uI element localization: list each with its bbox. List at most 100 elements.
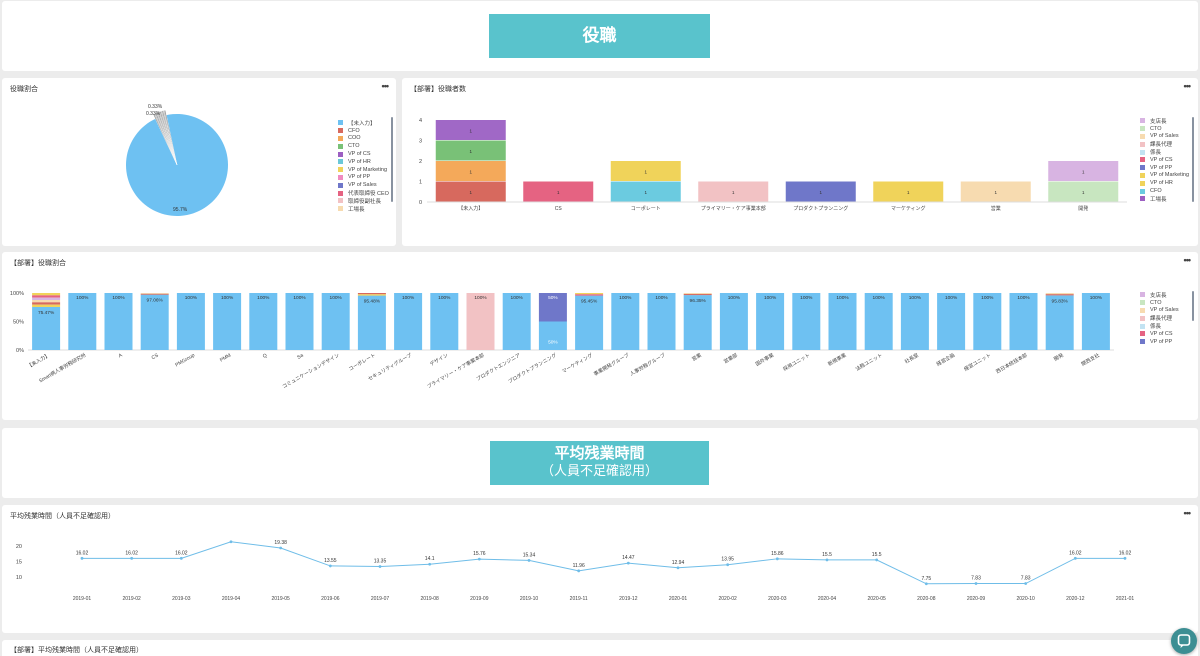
more-horizontal-icon[interactable]: ••• bbox=[381, 81, 390, 91]
x-tick-label: 営業部 bbox=[722, 352, 739, 366]
legend-item[interactable]: VP of Sales bbox=[1140, 133, 1189, 141]
legend-item[interactable]: CFO bbox=[338, 127, 389, 135]
bar-segment bbox=[683, 294, 712, 296]
legend-item[interactable]: 取締役副社長 bbox=[338, 197, 389, 205]
legend-item[interactable]: CTO bbox=[1140, 125, 1189, 133]
bar-value-label: 100% bbox=[185, 295, 198, 301]
legend-item[interactable]: VP of HR bbox=[338, 158, 389, 166]
legend-item[interactable]: 支店長 bbox=[1140, 291, 1179, 299]
more-horizontal-icon[interactable]: ••• bbox=[1183, 508, 1192, 518]
point-value-label: 14.1 bbox=[425, 556, 435, 562]
legend-item[interactable]: VP of PP bbox=[1140, 338, 1179, 346]
legend-item[interactable]: CTO bbox=[1140, 299, 1179, 307]
more-horizontal-icon[interactable]: ••• bbox=[1183, 81, 1192, 91]
legend-item[interactable]: 係長 bbox=[1140, 322, 1179, 330]
legend-label: 工場長 bbox=[1150, 196, 1167, 203]
bar-segment bbox=[435, 161, 506, 181]
legend-swatch bbox=[1140, 157, 1145, 163]
x-tick-label: 2019-10 bbox=[520, 596, 539, 602]
line-point bbox=[328, 564, 332, 568]
legend-item[interactable]: VP of PP bbox=[1140, 164, 1189, 172]
legend-item[interactable]: CFO bbox=[1140, 187, 1189, 195]
legend-item[interactable]: COO bbox=[338, 135, 389, 143]
legend-label: VP of HR bbox=[348, 158, 371, 165]
legend-swatch bbox=[1140, 118, 1145, 124]
legend-item[interactable]: VP of CS bbox=[1140, 330, 1179, 338]
legend-item[interactable]: 支店長 bbox=[1140, 117, 1189, 125]
x-tick-label: コーポレート bbox=[631, 205, 661, 212]
legend-item[interactable]: 【未入力】 bbox=[338, 119, 389, 127]
point-value-label: 16.02 bbox=[175, 550, 188, 556]
legend-scrollbar[interactable] bbox=[391, 117, 393, 202]
legend-item[interactable]: VP of Sales bbox=[338, 181, 389, 189]
role-section-banner: 役職 bbox=[489, 14, 710, 58]
legend-swatch bbox=[338, 120, 343, 126]
point-value-label: 12.94 bbox=[672, 560, 685, 566]
bar-value-label: 100% bbox=[728, 295, 741, 301]
bar-segment bbox=[828, 293, 857, 350]
x-tick-label: 人事労務グループ bbox=[629, 352, 667, 378]
x-tick-label: 西日本統括本部 bbox=[995, 352, 1029, 376]
point-value-label: 19.38 bbox=[274, 540, 287, 546]
legend-item[interactable]: VP of CS bbox=[338, 150, 389, 158]
x-tick-label: マーケティング bbox=[561, 352, 594, 375]
more-horizontal-icon[interactable]: ••• bbox=[1183, 255, 1192, 265]
legend-scrollbar[interactable] bbox=[1192, 117, 1194, 202]
bar-segment bbox=[249, 293, 278, 350]
chat-bubble-glyph bbox=[1177, 634, 1191, 648]
point-value-label: 15.5 bbox=[872, 552, 882, 558]
legend-label: 取締役副社長 bbox=[348, 198, 382, 205]
x-tick-label: 法務ユニット bbox=[854, 352, 883, 373]
legend-label: VP of HR bbox=[1150, 180, 1173, 187]
legend-item[interactable]: VP of HR bbox=[1140, 179, 1189, 187]
pie-slice bbox=[164, 110, 178, 166]
bar-segment bbox=[140, 293, 169, 295]
overtime-banner-title: 平均残業時間 bbox=[554, 445, 645, 462]
legend-item[interactable]: 係長 bbox=[1140, 148, 1189, 156]
legend-swatch bbox=[1140, 292, 1145, 298]
point-value-label: 16.02 bbox=[76, 550, 89, 556]
legend-item[interactable]: VP of Marketing bbox=[1140, 172, 1189, 180]
legend-label: 係長 bbox=[1150, 324, 1162, 331]
bar-segment bbox=[1048, 181, 1119, 202]
bar-segment bbox=[1009, 293, 1038, 350]
legend-item[interactable]: VP of Sales bbox=[1140, 307, 1179, 315]
x-tick-label: 2019-05 bbox=[271, 596, 290, 602]
legend-swatch bbox=[338, 151, 343, 157]
legend-item[interactable]: CTO bbox=[338, 142, 389, 150]
bar-segment bbox=[321, 293, 350, 350]
legend-label: 【未入力】 bbox=[348, 120, 376, 127]
bar-value-label: 100% bbox=[655, 295, 668, 301]
legend-item[interactable]: VP of PP bbox=[338, 174, 389, 182]
legend-item[interactable]: 課長代理 bbox=[1140, 314, 1179, 322]
pie-label: 0.33% bbox=[146, 111, 161, 117]
bar-value-label: 100% bbox=[909, 295, 922, 301]
panel-title: 【部署】役職割合 bbox=[10, 260, 66, 267]
legend-scrollbar[interactable] bbox=[1192, 291, 1194, 321]
overtime-section-banner: 平均残業時間 （人員不足確認用） bbox=[490, 441, 709, 485]
bar-segment bbox=[32, 306, 61, 350]
dept-avg-overtime-panel: 【部署】平均残業時間（人員不足確認用） bbox=[2, 640, 1198, 656]
bar-value-label: 100% bbox=[1090, 295, 1103, 301]
bar-segment bbox=[32, 299, 61, 303]
line-series bbox=[82, 541, 1125, 585]
chat-bubble-icon[interactable] bbox=[1171, 628, 1197, 654]
bar-segment bbox=[213, 293, 242, 350]
bar-value-label: 1 bbox=[819, 190, 822, 195]
bar-value-label: 1 bbox=[732, 190, 735, 195]
legend-swatch bbox=[338, 198, 343, 204]
legend-item[interactable]: VP of Marketing bbox=[338, 166, 389, 174]
legend-item[interactable]: VP of CS bbox=[1140, 156, 1189, 164]
legend-item[interactable]: 工場長 bbox=[1140, 195, 1189, 203]
bar-value-label: 95.48% bbox=[364, 299, 381, 305]
bar-value-label: 95.83% bbox=[1052, 298, 1069, 304]
x-tick-label: 2019-08 bbox=[420, 596, 439, 602]
x-tick-label: CS bbox=[151, 352, 161, 361]
bar-segment bbox=[785, 181, 856, 202]
legend-swatch bbox=[1140, 307, 1145, 313]
legend-item[interactable]: 工場長 bbox=[338, 205, 389, 213]
legend-item[interactable]: 代表取締役 CEO bbox=[338, 189, 389, 197]
panel-title: 平均残業時間（人員不足確認用） bbox=[10, 513, 115, 520]
y-tick-label: 10 bbox=[16, 575, 22, 581]
legend-item[interactable]: 課長代理 bbox=[1140, 140, 1189, 148]
